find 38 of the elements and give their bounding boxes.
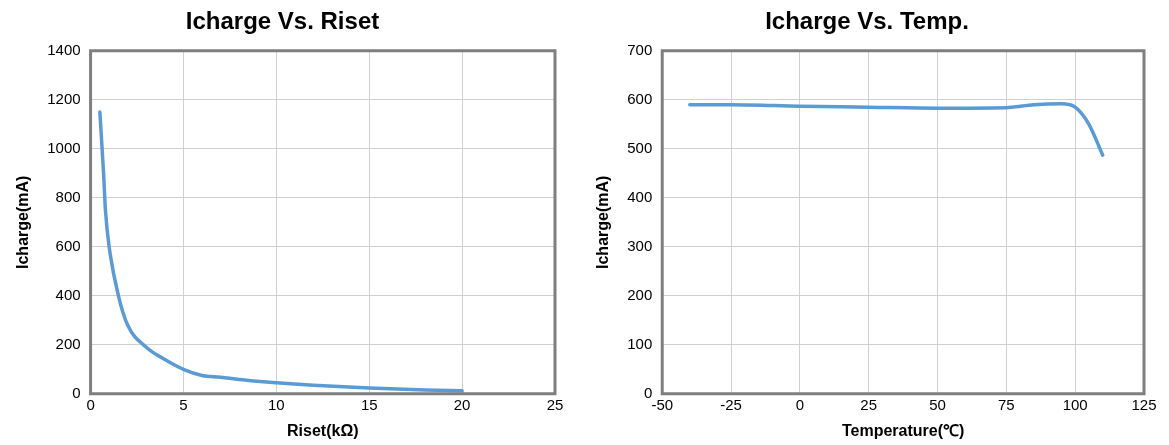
x-tick-label: 25 <box>860 395 878 413</box>
y-tick-label: 1000 <box>47 138 81 156</box>
x-tick-label: 50 <box>929 395 946 413</box>
x-tick-label: 20 <box>453 395 471 413</box>
y-tick-label: 200 <box>55 334 81 352</box>
x-tick-label: 10 <box>268 395 285 413</box>
x-tick-label: 25 <box>546 395 564 413</box>
x-tick-label: -50 <box>651 395 674 413</box>
y-tick-label: 200 <box>627 285 653 303</box>
y-tick-label: 700 <box>627 40 653 58</box>
line-series <box>688 101 1105 157</box>
y-tick-label: 500 <box>627 138 653 156</box>
x-tick-label: 75 <box>998 395 1015 413</box>
y-tick-label: 1200 <box>47 89 81 107</box>
y-tick-label: 800 <box>55 187 81 205</box>
y-axis-title: Icharge(mA) <box>594 175 612 269</box>
x-tick-label: 0 <box>795 395 805 413</box>
x-axis-title: Temperature(℃) <box>841 421 965 439</box>
y-tick-label: 400 <box>55 285 81 303</box>
x-tick-label: 125 <box>1131 395 1157 413</box>
y-tick-label: 600 <box>627 89 653 107</box>
x-axis-title: Riset(kΩ) <box>287 421 359 439</box>
y-tick-label: 300 <box>627 236 653 254</box>
y-tick-label: 400 <box>627 187 653 205</box>
x-tick-label: -25 <box>720 395 742 413</box>
y-tick-label: 1400 <box>47 40 81 58</box>
x-tick-label: 0 <box>86 395 95 413</box>
y-tick-label: 100 <box>627 334 653 352</box>
line-series <box>98 110 464 393</box>
y-axis-title: Icharge(mA) <box>14 175 32 269</box>
x-tick-label: 100 <box>1062 395 1088 413</box>
y-tick-label: 0 <box>643 383 653 401</box>
x-tick-label: 5 <box>179 395 188 413</box>
chart-title: Icharge Vs. Temp. <box>765 7 969 35</box>
chart-title: Icharge Vs. Riset <box>185 7 380 35</box>
y-tick-label: 600 <box>55 236 81 254</box>
x-tick-label: 15 <box>360 395 378 413</box>
y-tick-label: 0 <box>72 383 81 401</box>
